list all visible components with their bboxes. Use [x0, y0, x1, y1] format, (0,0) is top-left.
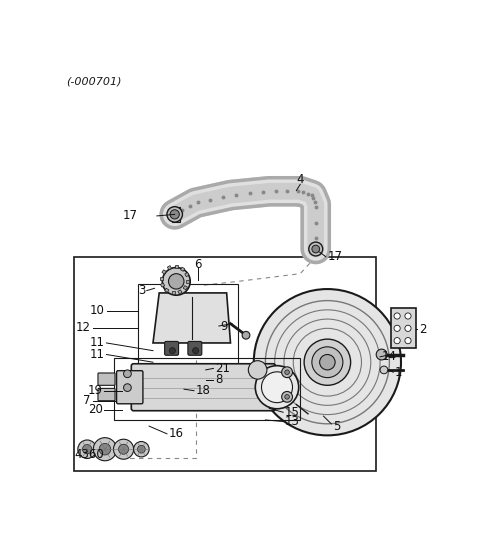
Text: 20: 20 [88, 403, 103, 416]
Text: 9: 9 [220, 319, 228, 333]
Circle shape [312, 347, 343, 378]
Bar [183, 286, 188, 290]
Bar [186, 280, 190, 283]
FancyBboxPatch shape [188, 341, 202, 355]
Circle shape [405, 313, 411, 319]
FancyBboxPatch shape [117, 370, 143, 404]
Circle shape [309, 242, 323, 256]
FancyBboxPatch shape [98, 373, 115, 385]
Circle shape [119, 444, 129, 454]
Text: 4: 4 [297, 173, 304, 186]
Circle shape [320, 355, 335, 370]
Bar [172, 292, 175, 294]
Circle shape [168, 273, 184, 289]
Circle shape [113, 439, 133, 459]
Circle shape [169, 347, 176, 354]
Bar [160, 277, 163, 280]
Text: 10: 10 [89, 304, 104, 317]
Circle shape [162, 267, 190, 295]
Circle shape [83, 444, 92, 454]
Text: 17: 17 [327, 250, 342, 263]
Text: 11: 11 [89, 348, 104, 361]
Bar [172, 207, 180, 222]
Circle shape [282, 367, 292, 378]
Circle shape [137, 446, 145, 453]
Bar [137, 284, 238, 368]
Circle shape [380, 366, 388, 374]
Circle shape [285, 370, 289, 374]
Bar [168, 266, 171, 270]
Bar [162, 270, 166, 274]
Text: 13: 13 [285, 415, 300, 428]
Text: 3: 3 [138, 284, 145, 297]
Circle shape [78, 440, 96, 459]
Bar [160, 283, 165, 287]
FancyBboxPatch shape [132, 364, 276, 410]
Text: 11: 11 [89, 336, 104, 350]
Circle shape [254, 289, 401, 435]
Polygon shape [153, 293, 230, 343]
Circle shape [262, 372, 292, 403]
FancyBboxPatch shape [165, 341, 179, 355]
Circle shape [255, 366, 299, 409]
Text: 4360: 4360 [74, 448, 104, 461]
Text: 2: 2 [419, 323, 426, 335]
Text: 14: 14 [382, 350, 396, 363]
Circle shape [167, 207, 182, 222]
Text: 8: 8 [215, 373, 222, 386]
Circle shape [394, 326, 400, 332]
Circle shape [123, 370, 132, 378]
Bar [180, 267, 185, 271]
Bar [114, 358, 300, 420]
Text: 18: 18 [196, 384, 211, 397]
Text: 21: 21 [215, 362, 230, 375]
Text: 7: 7 [84, 394, 91, 407]
Circle shape [192, 347, 199, 354]
Bar [185, 272, 189, 277]
Circle shape [394, 313, 400, 319]
Text: 16: 16 [168, 427, 183, 441]
FancyBboxPatch shape [98, 389, 115, 401]
Text: 17: 17 [122, 209, 137, 222]
Text: 5: 5 [333, 420, 340, 432]
Bar [165, 288, 169, 293]
Bar [74, 256, 376, 471]
Text: 6: 6 [194, 258, 202, 271]
Text: 1: 1 [395, 366, 402, 379]
Circle shape [123, 384, 132, 391]
Circle shape [285, 395, 289, 399]
Text: 12: 12 [76, 321, 91, 334]
Circle shape [93, 438, 117, 461]
Circle shape [133, 442, 149, 457]
Circle shape [99, 443, 111, 455]
Circle shape [312, 245, 320, 253]
Circle shape [376, 349, 387, 360]
Circle shape [405, 338, 411, 344]
Circle shape [248, 361, 267, 379]
Circle shape [282, 391, 292, 402]
Bar [391, 309, 416, 349]
Text: 19: 19 [88, 384, 103, 397]
Bar [175, 265, 178, 269]
Circle shape [304, 339, 350, 385]
Circle shape [394, 338, 400, 344]
Circle shape [170, 210, 180, 219]
Text: 15: 15 [285, 406, 300, 419]
Text: (-000701): (-000701) [66, 77, 122, 87]
Circle shape [405, 326, 411, 332]
Bar [178, 290, 182, 294]
Circle shape [242, 332, 250, 339]
